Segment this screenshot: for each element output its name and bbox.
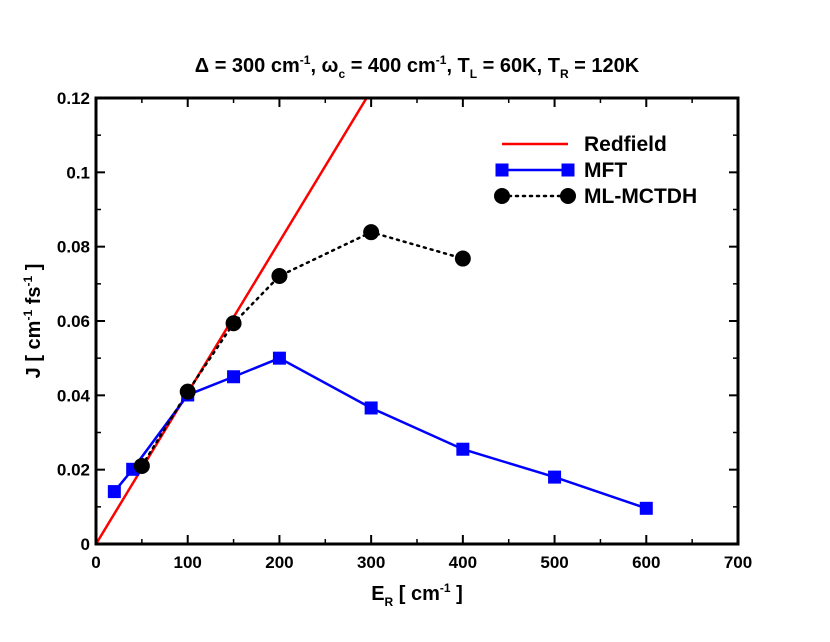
legend-marker-ml-mctdh	[494, 188, 510, 204]
subscript: c	[338, 67, 345, 81]
legend-marker-mft	[561, 163, 575, 177]
data-point-ml-mctdh	[179, 383, 196, 400]
legend-label-mft: MFT	[584, 159, 627, 182]
text-span: = 400 cm	[345, 55, 436, 77]
x-tick-label: 500	[540, 553, 568, 572]
subscript: R	[560, 67, 569, 81]
subscript: L	[470, 67, 477, 81]
legend: Redfield MFT ML-MCTDH	[494, 133, 697, 208]
x-tick-label: 600	[632, 553, 660, 572]
axis-ticks	[95, 97, 739, 545]
text-span: E	[371, 583, 384, 605]
plot-frame	[94, 96, 740, 546]
data-point-ml-mctdh	[271, 268, 288, 285]
text-span: , T	[446, 55, 469, 77]
x-tick-label: 100	[174, 553, 202, 572]
data-point-ml-mctdh	[454, 250, 471, 267]
data-point-ml-mctdh	[225, 315, 242, 332]
text-span: fs	[23, 287, 45, 310]
x-tick-label: 200	[265, 553, 293, 572]
text-span: ]	[23, 264, 45, 276]
series-line-ml-mctdh	[140, 230, 465, 468]
text-span: J [ cm	[23, 321, 45, 379]
marker-layer	[107, 224, 653, 515]
data-point-mft	[272, 351, 286, 365]
axis-tick-labels: 0 100 200 300 400 500 600 700 0 0.02 0.04 0.06 0.08 0…	[57, 89, 752, 572]
chart-title: Δ = 300 cm-1, ωc = 400 cm-1, TL = 60K, T…	[195, 53, 640, 81]
superscript: -1	[21, 310, 35, 321]
x-tick-label: 0	[91, 553, 100, 572]
text-span: = 120K	[569, 55, 640, 77]
data-point-mft	[107, 485, 121, 499]
x-tick-label: 300	[357, 553, 385, 572]
y-tick-label: 0.12	[57, 89, 90, 108]
x-tick-label: 700	[724, 553, 752, 572]
subscript: R	[385, 595, 394, 609]
text-span: , ω	[310, 55, 338, 77]
y-axis-label: J [ cm-1 fs-1 ]	[21, 264, 45, 379]
legend-marker-mft	[495, 163, 509, 177]
y-tick-label: 0.06	[57, 312, 90, 331]
superscript: -1	[21, 276, 35, 287]
legend-label-ml-mctdh: ML-MCTDH	[584, 185, 697, 208]
text-span: [ cm	[393, 583, 440, 605]
y-tick-label: 0.1	[66, 163, 90, 182]
data-point-mft	[548, 470, 562, 484]
data-point-ml-mctdh	[133, 457, 150, 474]
y-tick-label: 0.08	[57, 238, 90, 257]
x-axis-label: ER [ cm-1 ]	[371, 581, 463, 609]
text-span: ]	[451, 583, 463, 605]
data-point-ml-mctdh	[363, 224, 380, 241]
text-span: = 60K, T	[477, 55, 560, 77]
data-point-mft	[364, 401, 378, 415]
y-tick-label: 0.04	[57, 386, 91, 405]
text-span: Δ = 300 cm	[195, 55, 300, 77]
x-tick-label: 400	[449, 553, 477, 572]
y-tick-label: 0.02	[57, 461, 90, 480]
superscript: -1	[300, 53, 311, 67]
superscript: -1	[440, 581, 451, 595]
superscript: -1	[436, 53, 447, 67]
y-tick-label: 0	[81, 535, 90, 554]
data-point-mft	[456, 442, 470, 456]
legend-label-redfield: Redfield	[584, 133, 667, 156]
legend-marker-ml-mctdh	[560, 188, 576, 204]
data-point-mft	[639, 501, 653, 515]
data-point-mft	[227, 370, 241, 384]
